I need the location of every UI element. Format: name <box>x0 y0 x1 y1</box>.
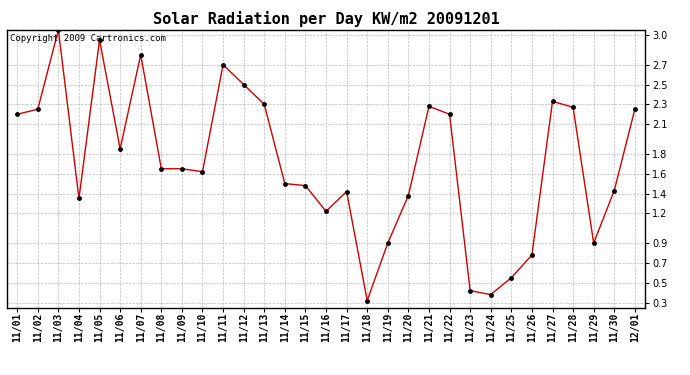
Text: Copyright 2009 Cartronics.com: Copyright 2009 Cartronics.com <box>10 34 166 43</box>
Title: Solar Radiation per Day KW/m2 20091201: Solar Radiation per Day KW/m2 20091201 <box>152 12 500 27</box>
